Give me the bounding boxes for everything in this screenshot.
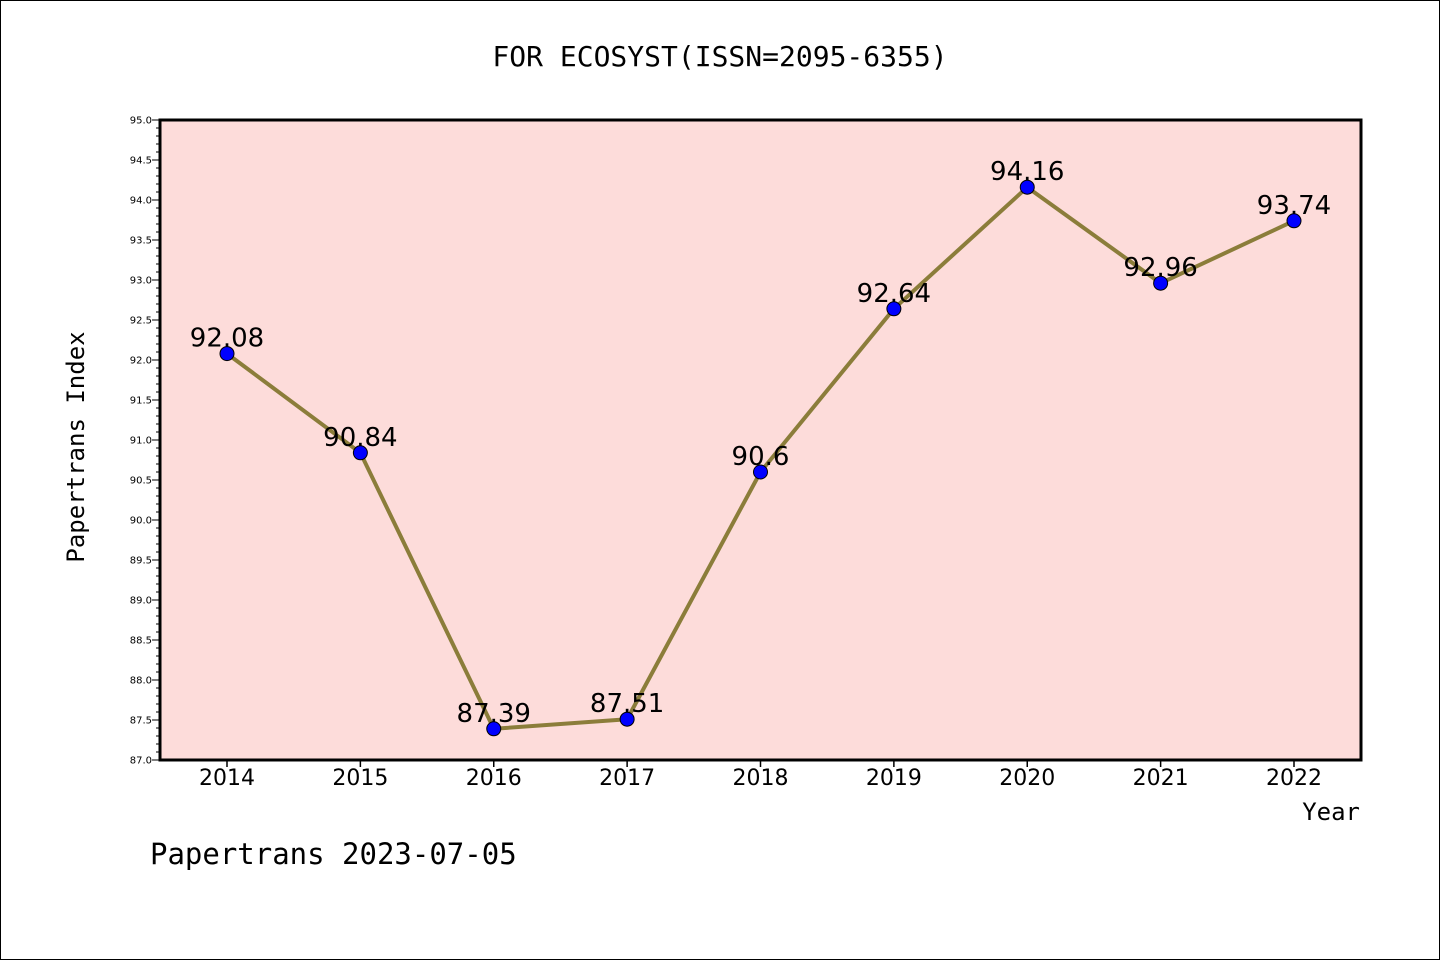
x-tick-label: 2022 (1266, 766, 1322, 791)
x-tick-label: 2017 (599, 766, 655, 791)
y-tick-label: 95.0 (130, 116, 152, 127)
data-label: 92.08 (190, 324, 264, 354)
x-tick-label: 2020 (999, 766, 1055, 791)
data-point (1286, 213, 1302, 229)
data-label: 90.6 (732, 442, 790, 472)
x-tick-label: 2018 (733, 766, 789, 791)
y-tick-label: 89.0 (130, 596, 152, 607)
data-label: 87.39 (457, 699, 531, 729)
y-tick-label: 90.0 (130, 516, 152, 527)
data-point (486, 721, 502, 737)
data-label: 94.16 (990, 157, 1064, 187)
y-tick-label: 87.0 (130, 756, 152, 767)
data-point (619, 711, 635, 727)
x-tick-label: 2015 (332, 766, 388, 791)
plot-area (158, 118, 1363, 762)
x-tick-label: 2021 (1133, 766, 1189, 791)
y-tick-label: 91.5 (130, 396, 152, 407)
series-layer (219, 179, 1302, 737)
y-axis: 87.0 87.5 88.0 88.5 89.0 89.5 90.0 90.5 91.0 91.5… (130, 116, 160, 767)
y-tick-label: 93.0 (130, 276, 152, 287)
y-tick-label: 93.5 (130, 236, 152, 247)
data-point (219, 346, 235, 362)
footer-stamp: Papertrans 2023-07-05 (150, 837, 517, 871)
x-axis-title: Year (1302, 798, 1360, 826)
x-axis: 2014 2015 2016 2017 2018 2019 2020 2021 2022 (199, 760, 1322, 791)
data-label: 87.51 (590, 689, 664, 719)
y-tick-label: 94.5 (130, 156, 152, 167)
y-tick-label: 92.0 (130, 356, 152, 367)
y-tick-label: 92.5 (130, 316, 152, 327)
y-tick-label: 90.5 (130, 476, 152, 487)
x-tick-label: 2014 (199, 766, 255, 791)
y-tick-label: 91.0 (130, 436, 152, 447)
data-label: 90.84 (323, 423, 397, 453)
data-label: 93.74 (1257, 191, 1331, 221)
y-tick-label: 87.5 (130, 716, 152, 727)
chart-title: FOR ECOSYST(ISSN=2095-6355) (492, 40, 947, 73)
y-tick-label: 89.5 (130, 556, 152, 567)
y-tick-label: 94.0 (130, 196, 152, 207)
data-point (1019, 179, 1035, 195)
x-tick-label: 2019 (866, 766, 922, 791)
data-labels: 92.08 90.84 87.39 87.51 90.6 92.64 94.16 92.96 9… (190, 157, 1331, 729)
data-point (753, 464, 768, 480)
data-point (352, 445, 368, 461)
x-tick-label: 2016 (466, 766, 522, 791)
data-point (1153, 275, 1169, 291)
data-point (886, 301, 902, 317)
y-axis-title: Papertrans Index (62, 331, 90, 562)
y-tick-label: 88.5 (130, 636, 152, 647)
data-label: 92.64 (857, 279, 931, 309)
data-label: 92.96 (1123, 253, 1197, 283)
y-tick-label: 88.0 (130, 676, 152, 687)
